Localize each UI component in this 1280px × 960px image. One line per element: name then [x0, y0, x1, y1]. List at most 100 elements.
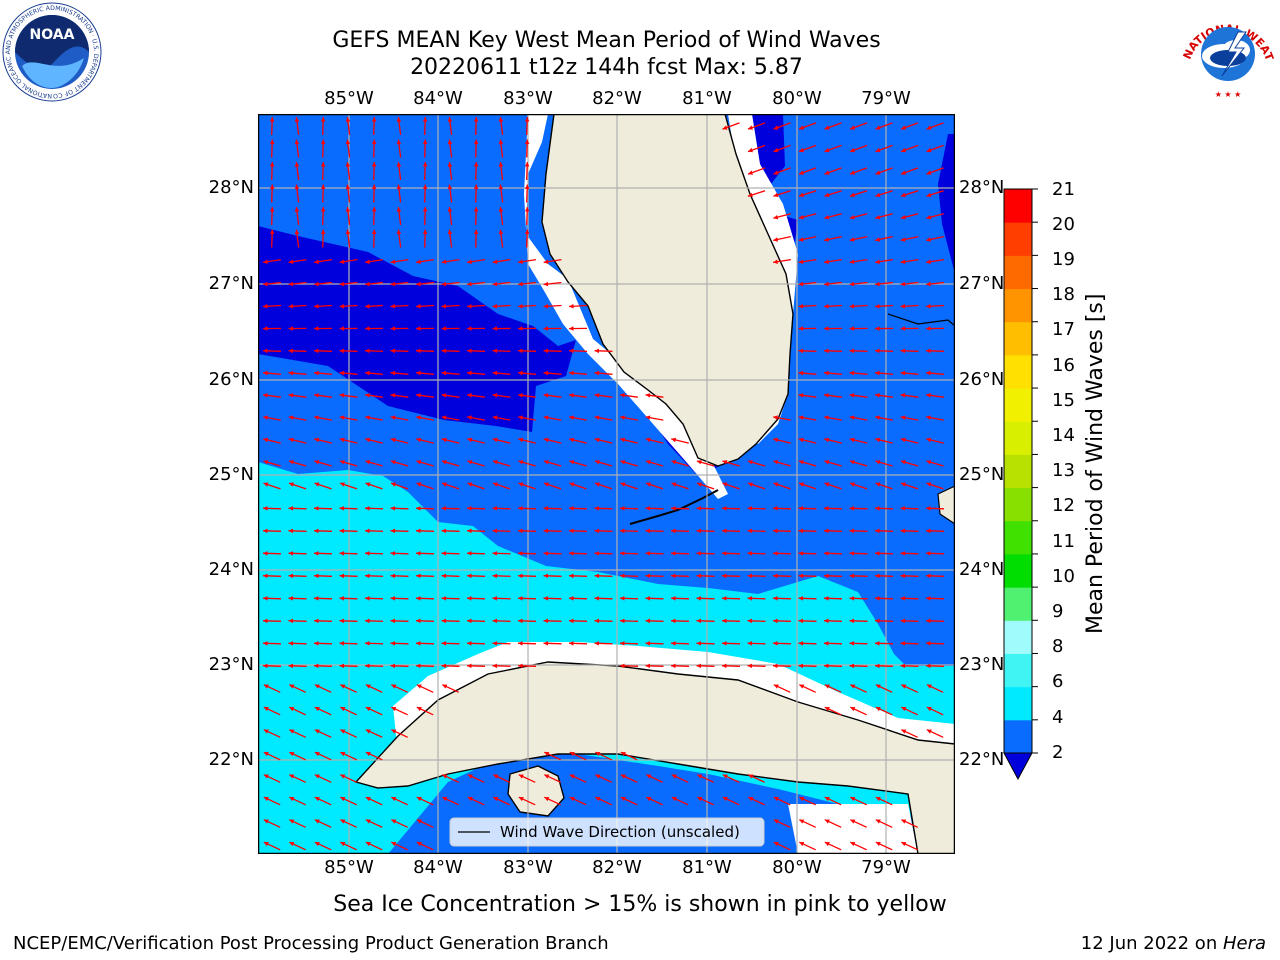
- wave-direction-arrowhead: [365, 663, 370, 669]
- colorbar-swatch: [1004, 189, 1032, 223]
- wave-direction-arrowhead: [314, 819, 320, 824]
- wave-direction-arrowhead: [926, 237, 931, 242]
- colorbar-swatch: [1004, 587, 1032, 621]
- wave-direction-arrowhead: [900, 506, 905, 511]
- wave-direction-arrowhead: [289, 729, 295, 734]
- wave-direction-arrowhead: [671, 596, 676, 601]
- wave-direction-arrowhead: [416, 707, 422, 712]
- wave-direction-arrowhead: [543, 281, 549, 287]
- wave-direction-arrowhead: [849, 281, 855, 287]
- wave-direction-arrowhead: [824, 237, 829, 242]
- wave-direction-arrowhead: [263, 596, 268, 601]
- wave-direction-arrowhead: [926, 348, 931, 354]
- wave-direction-arrowhead: [391, 819, 397, 824]
- wave-direction-arrowhead: [524, 229, 530, 234]
- colorbar-tick: 14: [1052, 425, 1075, 446]
- wave-direction-arrowhead: [416, 482, 422, 487]
- cuba-land: [354, 661, 955, 854]
- wave-direction-arrowhead: [798, 460, 804, 465]
- noaa-logo-text: NOAA: [30, 27, 75, 43]
- wave-direction-arrowhead: [798, 596, 803, 601]
- wave-direction-arrowhead: [365, 707, 371, 712]
- wave-direction-arrowhead: [543, 618, 548, 624]
- wave-direction-arrowhead: [645, 437, 651, 443]
- wave-direction-arrowhead: [263, 370, 268, 376]
- nws-logo: NATIONAL WEATHER SERVICE ★ ★ ★: [1176, 2, 1276, 100]
- wave-direction-arrowhead: [492, 304, 498, 309]
- wave-direction-arrowhead: [747, 573, 752, 579]
- lon-tick-top: 85°W: [324, 88, 374, 109]
- wave-direction-arrowhead: [416, 551, 421, 556]
- wave-direction-arrowhead: [492, 281, 498, 287]
- wave-direction-arrowhead: [441, 370, 447, 376]
- wave-direction-arrowhead: [773, 125, 779, 130]
- wave-direction-arrowhead: [798, 304, 804, 309]
- wave-direction-arrowhead: [645, 460, 651, 465]
- wave-direction-arrowhead: [339, 663, 344, 669]
- wave-direction-arrowhead: [926, 304, 931, 309]
- wave-direction-arrowhead: [798, 551, 803, 556]
- colorbar-swatch: [1004, 321, 1032, 356]
- wave-direction-arrowhead: [824, 618, 829, 624]
- wave-direction-arrowhead: [339, 596, 344, 601]
- colorbar-swatch: [1004, 553, 1032, 588]
- wave-direction-arrowhead: [849, 304, 855, 309]
- wave-direction-arrowhead: [722, 506, 727, 511]
- lon-tick-top: 84°W: [413, 88, 463, 109]
- wave-direction-arrowhead: [620, 752, 626, 757]
- wave-direction-arrowhead: [543, 393, 549, 398]
- wave-direction-arrowhead: [294, 117, 300, 122]
- wave-direction-arrowhead: [875, 684, 881, 689]
- wave-direction-arrowhead: [441, 437, 447, 443]
- wave-direction-arrowhead: [824, 304, 829, 309]
- wave-direction-arrowhead: [263, 528, 268, 534]
- wave-direction-arrowhead: [416, 348, 421, 354]
- wave-direction-arrowhead: [467, 460, 473, 465]
- wave-direction-arrowhead: [416, 618, 421, 624]
- wave-direction-arrowhead: [339, 528, 344, 534]
- wave-direction-arrowhead: [314, 281, 319, 287]
- wave-direction-arrowhead: [747, 596, 752, 601]
- wave-direction-arrowhead: [314, 596, 319, 601]
- wave-direction-arrowhead: [926, 551, 931, 556]
- wave-direction-arrowhead: [320, 162, 326, 167]
- wave-direction-arrowhead: [518, 460, 524, 465]
- wave-direction-arrowhead: [645, 551, 650, 556]
- wave-direction-arrowhead: [467, 326, 472, 331]
- wave-direction-arrowhead: [320, 117, 326, 122]
- wave-direction-arrowhead: [620, 573, 625, 579]
- wave-direction-arrowhead: [900, 641, 905, 646]
- wave-direction-arrowhead: [543, 326, 548, 331]
- wave-direction-arrowhead: [569, 641, 574, 646]
- wave-direction-arrowhead: [492, 393, 498, 398]
- wave-direction-arrowhead: [263, 506, 268, 511]
- wave-direction-arrowhead: [441, 551, 446, 556]
- wave-direction-arrowhead: [824, 215, 830, 220]
- wave-direction-arrowhead: [594, 573, 599, 579]
- wave-direction-arrowhead: [849, 215, 855, 220]
- wave-direction-arrowhead: [365, 506, 370, 511]
- wave-direction-arrowhead: [314, 506, 319, 511]
- wave-direction-arrowhead: [339, 259, 345, 264]
- wave-direction-arrowhead: [696, 618, 701, 624]
- wave-direction-arrowhead: [875, 506, 880, 511]
- wave-direction-arrowhead: [543, 259, 549, 264]
- wave-direction-arrowhead: [391, 707, 397, 712]
- wave-direction-arrowhead: [569, 752, 575, 757]
- wave-direction-arrowhead: [595, 774, 601, 779]
- wave-direction-arrowhead: [926, 641, 931, 646]
- wave-direction-arrowhead: [926, 663, 931, 669]
- wave-direction-arrowhead: [339, 348, 344, 354]
- wave-direction-arrowhead: [441, 528, 446, 534]
- wave-direction-arrowhead: [901, 147, 906, 153]
- colorbar-tick: 19: [1052, 249, 1075, 270]
- wave-direction-arrowhead: [901, 170, 906, 175]
- wave-direction-arrowhead: [390, 393, 396, 398]
- wave-direction-arrowhead: [371, 207, 377, 212]
- wave-direction-arrowhead: [773, 819, 779, 824]
- wave-direction-arrowhead: [396, 229, 402, 235]
- wave-region-under-2s-northeast: [750, 114, 785, 184]
- wave-direction-arrowhead: [498, 117, 504, 122]
- wave-direction-arrowhead: [467, 259, 472, 264]
- wave-direction-arrowhead: [390, 259, 396, 264]
